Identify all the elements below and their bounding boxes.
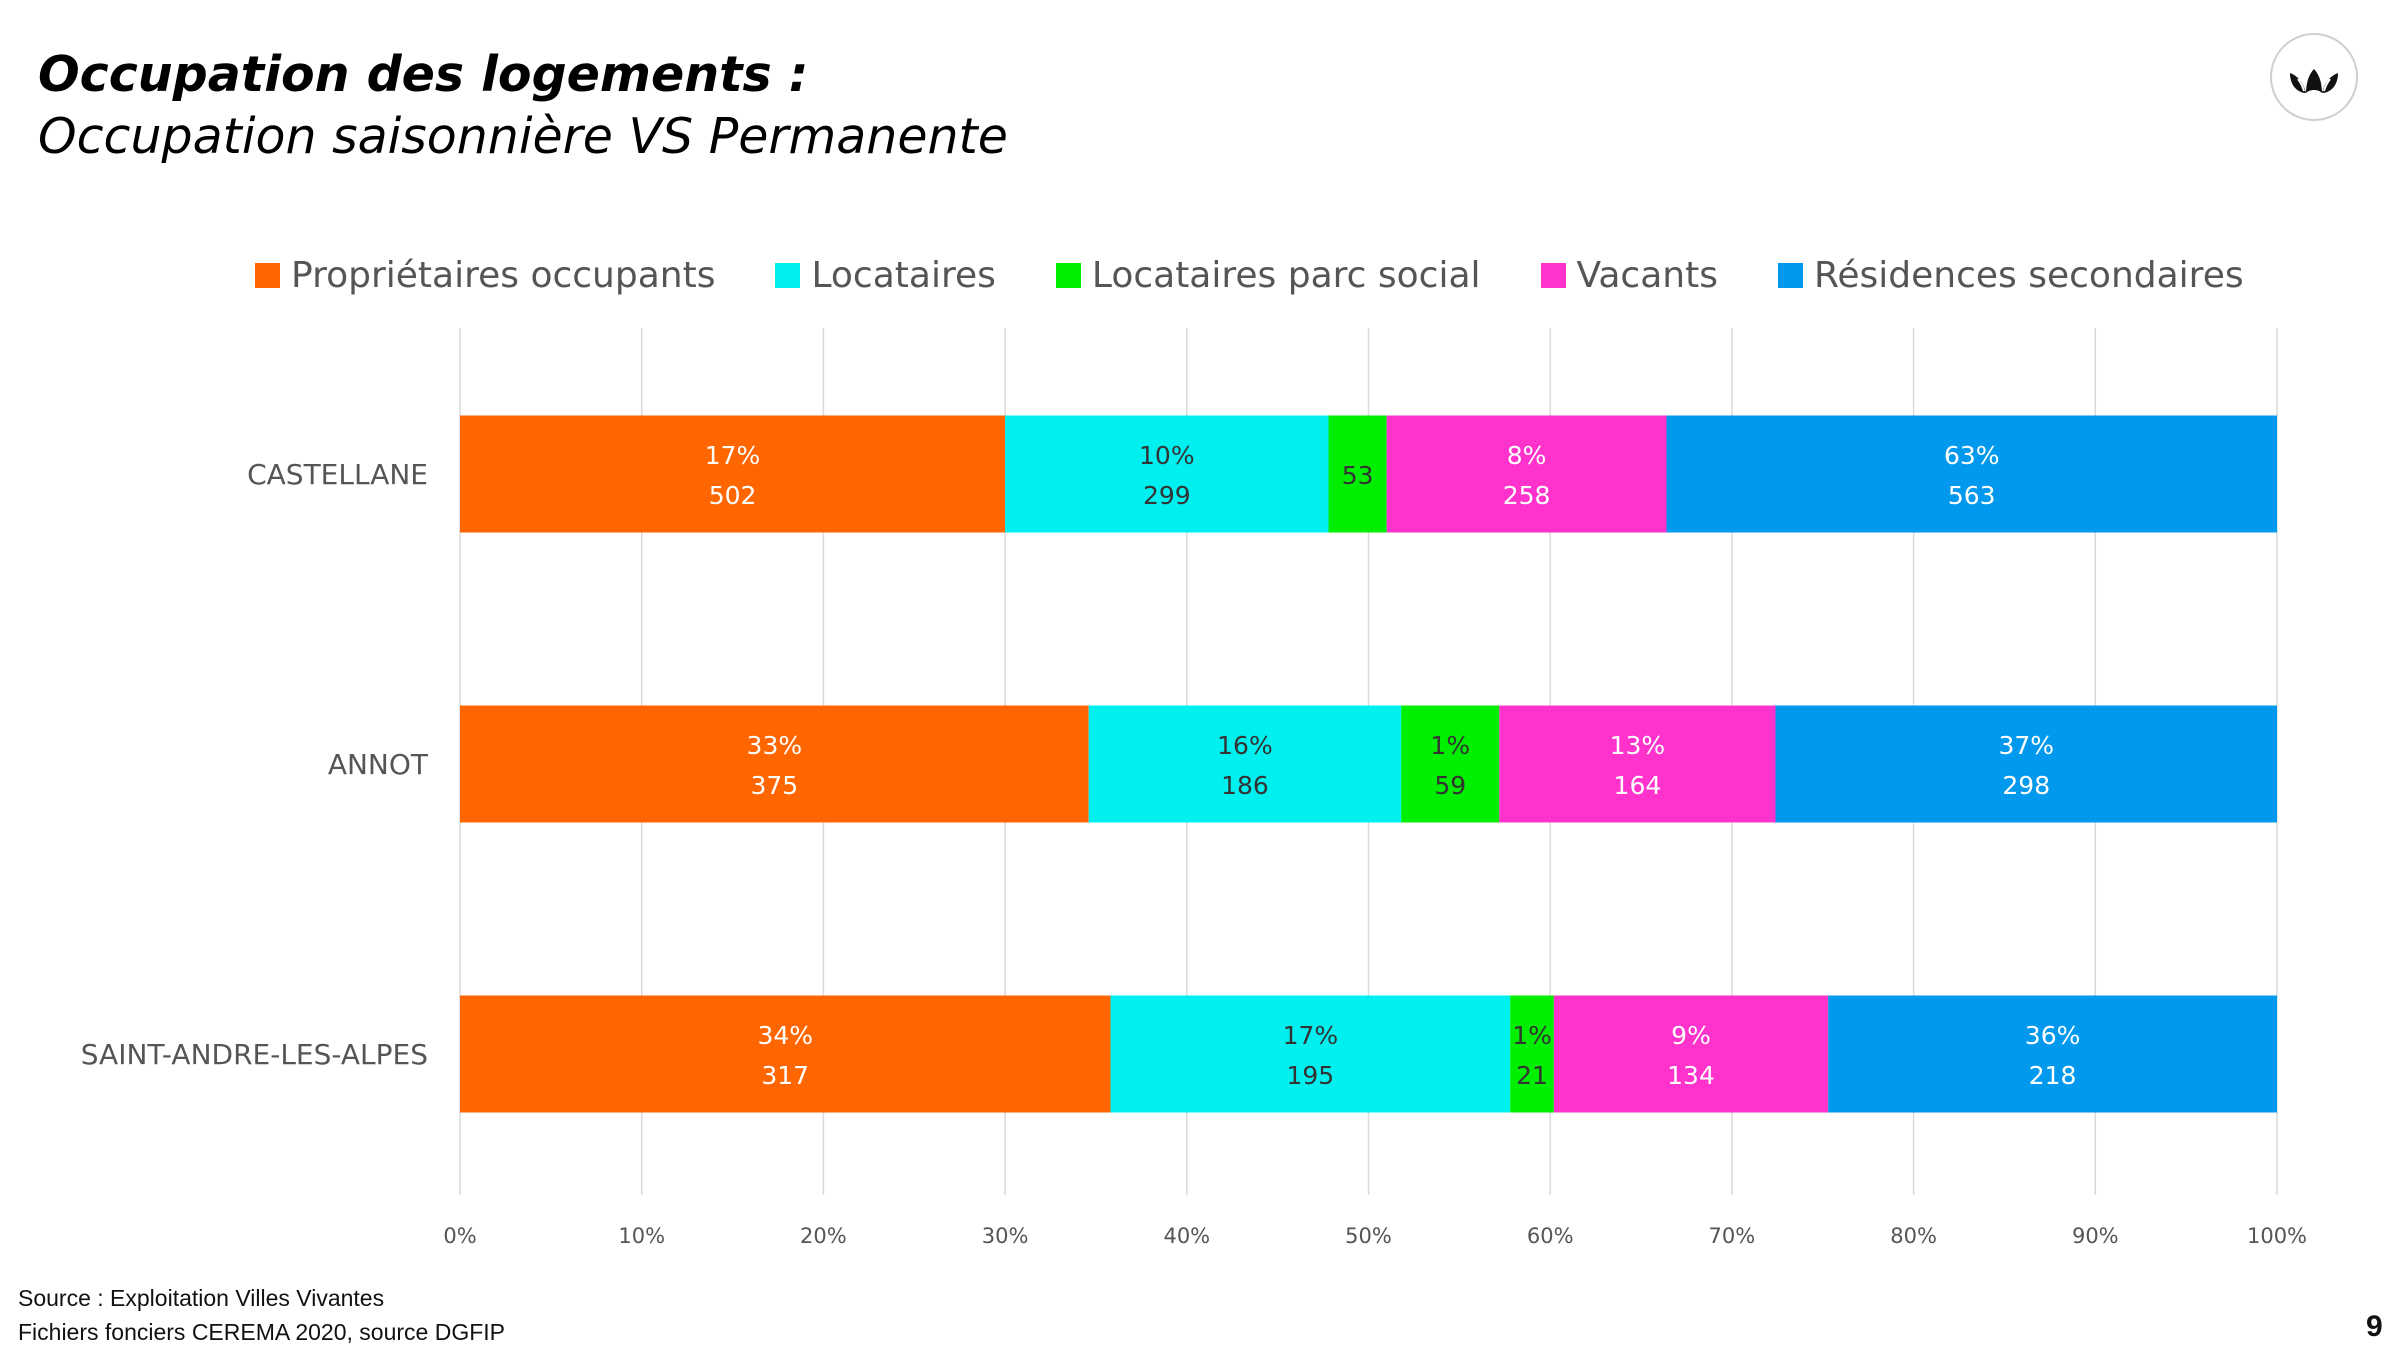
leaf-logo-icon [2270, 33, 2358, 121]
source-note: Source : Exploitation Villes Vivantes Fi… [18, 1281, 505, 1349]
legend-item: Résidences secondaires [1777, 254, 2244, 296]
data-label-percent: 17% [705, 441, 761, 470]
x-tick-label: 60% [1527, 1224, 1574, 1248]
data-label-percent: 1% [1512, 1021, 1552, 1050]
data-label-count: 375 [750, 771, 798, 800]
legend-label: Locataires [811, 254, 996, 296]
bar-segment [1553, 995, 1829, 1113]
data-label-percent: 16% [1217, 731, 1273, 760]
legend-swatch [775, 262, 801, 288]
data-label-count: 563 [1948, 481, 1996, 510]
data-label-count: 299 [1143, 481, 1191, 510]
data-label-percent: 8% [1507, 441, 1547, 470]
category-label: CASTELLANE [247, 458, 428, 491]
x-tick-label: 80% [1890, 1224, 1937, 1248]
page-title: Occupation des logements : Occupation sa… [38, 44, 1008, 168]
bar-segment [460, 415, 1006, 533]
data-label-count: 186 [1221, 771, 1269, 800]
legend-item: Locataires [775, 254, 996, 296]
data-label-count: 164 [1614, 771, 1662, 800]
legend-item: Propriétaires occupants [255, 255, 715, 296]
bar-segment [460, 995, 1111, 1113]
stacked-bar-chart: 0% 10% 20% 30% 40% 50% 60% 70% 80% 90% 100% CASTELL… [81, 328, 2307, 1248]
data-label-percent: 34% [757, 1021, 813, 1050]
data-label-count: 218 [2029, 1061, 2077, 1090]
legend-label: Propriétaires occupants [291, 254, 716, 296]
x-tick-label: 10% [618, 1224, 665, 1248]
data-label-percent: 63% [1944, 441, 2000, 470]
legend-item: Vacants [1540, 254, 1718, 296]
data-label-percent: 10% [1139, 441, 1195, 470]
source-line-2: Fichiers fonciers CEREMA 2020, source DG… [18, 1319, 505, 1345]
x-tick-label: 70% [1709, 1224, 1756, 1248]
title-line-2: Occupation saisonnière VS Permanente [38, 108, 1008, 165]
data-label-percent: 1% [1430, 731, 1470, 760]
legend-swatch [1777, 262, 1803, 288]
data-label-percent: 33% [747, 731, 803, 760]
title-line-1: Occupation des logements : [38, 46, 809, 103]
source-line-1: Source : Exploitation Villes Vivantes [18, 1285, 385, 1311]
legend-label: Résidences secondaires [1813, 254, 2244, 296]
data-label-count: 53 [1342, 461, 1374, 490]
data-label-percent: 9% [1671, 1021, 1711, 1050]
bar-segment [1110, 995, 1511, 1113]
data-label-percent: 37% [1998, 731, 2054, 760]
bar-segment [1828, 995, 2277, 1113]
bar-segment [1499, 705, 1776, 823]
legend-swatch [1540, 262, 1566, 288]
x-tick-label: 50% [1345, 1224, 1392, 1248]
x-tick-label: 30% [982, 1224, 1029, 1248]
data-label-percent: 13% [1610, 731, 1666, 760]
x-tick-label: 100% [2247, 1224, 2307, 1248]
category-label: SAINT-ANDRE-LES-ALPES [81, 1038, 428, 1071]
category-label: ANNOT [328, 748, 429, 781]
data-label-percent: 17% [1283, 1021, 1339, 1050]
data-label-count: 298 [2002, 771, 2050, 800]
data-label-percent: 36% [2025, 1021, 2081, 1050]
data-label-count: 502 [709, 481, 757, 510]
bar-segment [1666, 415, 2277, 533]
bar-segment [1386, 415, 1667, 533]
legend-label: Locataires parc social [1091, 254, 1481, 296]
data-label-count: 59 [1434, 771, 1466, 800]
legend-item: Locataires parc social [1055, 254, 1481, 296]
bar-segment [1328, 415, 1387, 533]
data-label-count: 195 [1286, 1061, 1334, 1090]
data-label-count: 258 [1503, 481, 1551, 510]
bar-segment [1775, 705, 2277, 823]
data-label-count: 134 [1667, 1061, 1715, 1090]
legend-swatch [1055, 262, 1081, 288]
bar-segment [1005, 415, 1329, 533]
bar-segment [460, 705, 1089, 823]
data-label-count: 21 [1516, 1061, 1548, 1090]
page-number: 9 [2366, 1310, 2383, 1343]
bar-segment [1088, 705, 1402, 823]
chart-legend: Propriétaires occupants Locataires Locatai… [255, 250, 2304, 300]
x-tick-label: 20% [800, 1224, 847, 1248]
data-label-count: 317 [761, 1061, 809, 1090]
x-tick-label: 90% [2072, 1224, 2119, 1248]
x-tick-label: 40% [1163, 1224, 1210, 1248]
bar-segment [1401, 705, 1500, 823]
legend-label: Vacants [1576, 254, 1718, 296]
bar-segment [1510, 995, 1554, 1113]
legend-swatch [255, 262, 280, 288]
x-tick-label: 0% [443, 1224, 476, 1248]
